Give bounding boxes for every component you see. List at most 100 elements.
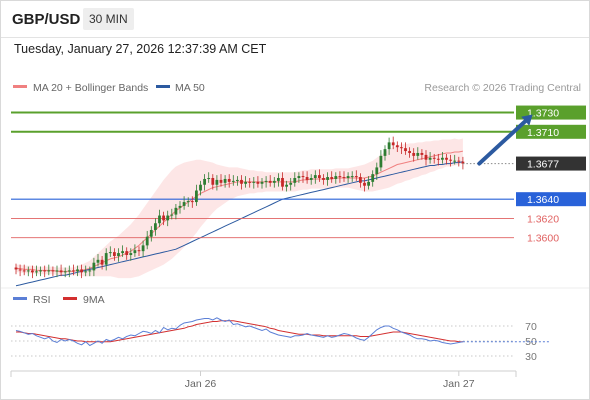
candle-body xyxy=(391,142,395,146)
candle-body xyxy=(182,202,186,206)
candle-body xyxy=(461,161,465,164)
candle-body xyxy=(309,178,313,180)
candle-body xyxy=(330,177,334,179)
candle-body xyxy=(84,271,88,273)
candle-body xyxy=(404,148,407,152)
candle-body xyxy=(104,253,108,265)
candle-body xyxy=(211,178,215,185)
candle-body xyxy=(190,201,194,203)
candle-body xyxy=(408,151,411,153)
candle-body xyxy=(400,147,403,149)
candle-body xyxy=(354,176,358,178)
candle-body xyxy=(26,270,30,272)
candle-body xyxy=(416,152,420,156)
candle-body xyxy=(322,178,325,180)
candle-body xyxy=(383,149,387,156)
candle-body xyxy=(141,245,145,252)
ma50-legend-swatch xyxy=(156,85,170,88)
candle-body xyxy=(31,270,34,273)
ma50-line xyxy=(15,161,464,287)
target-arrow-head xyxy=(521,114,533,126)
candle-body xyxy=(281,178,284,187)
candle-body xyxy=(293,178,297,183)
candle-body xyxy=(121,251,124,254)
rsi-legend-label: RSI xyxy=(33,294,51,306)
candle-body xyxy=(166,215,170,221)
ma20-legend-label: MA 20 + Bollinger Bands xyxy=(33,82,148,94)
level-label-1.3730: 1.3730 xyxy=(527,108,559,120)
candle-body xyxy=(268,180,272,183)
candle-body xyxy=(178,205,182,208)
candle-body xyxy=(113,252,116,256)
candle-body xyxy=(199,184,202,191)
candle-body xyxy=(67,270,71,272)
candle-body xyxy=(80,269,83,273)
candle-body xyxy=(445,157,448,160)
candle-body xyxy=(395,145,399,148)
candle-body xyxy=(227,178,231,182)
candle-body xyxy=(219,179,223,183)
candle-body xyxy=(96,259,100,263)
candle-body xyxy=(318,175,321,179)
candle-body xyxy=(14,267,18,270)
rsi-line xyxy=(15,317,463,347)
symbol-title: GBP/USD xyxy=(12,11,81,28)
candle-body xyxy=(100,259,104,265)
candle-body xyxy=(256,181,260,184)
ma50-legend-label: MA 50 xyxy=(175,82,205,94)
level-badge-1.3710 xyxy=(516,124,586,139)
candle-body xyxy=(47,270,51,272)
timestamp: Tuesday, January 27, 2026 12:37:39 AM CE… xyxy=(14,42,267,56)
candle-body xyxy=(18,269,22,271)
candle-body xyxy=(154,223,157,230)
candle-body xyxy=(162,215,165,221)
candle-body xyxy=(272,180,276,183)
candle-body xyxy=(88,270,92,272)
candle-body xyxy=(432,157,436,159)
candle-body xyxy=(297,176,301,179)
candle-body xyxy=(264,180,268,182)
candle-body xyxy=(63,271,67,273)
candle-body xyxy=(125,251,129,256)
candle-body xyxy=(59,270,63,273)
level-label-1.3710: 1.3710 xyxy=(527,127,559,139)
x-tick-label: Jan 27 xyxy=(443,378,475,390)
candle-body xyxy=(35,271,38,273)
candle-body xyxy=(350,176,354,178)
candle-body xyxy=(260,181,264,184)
candle-body xyxy=(223,178,227,183)
level-label-1.3620: 1.3620 xyxy=(527,213,559,225)
candle-body xyxy=(441,157,444,160)
level-label-1.3640: 1.3640 xyxy=(527,194,559,206)
candle-body xyxy=(387,142,391,150)
candle-body xyxy=(170,214,174,216)
target-arrow-shaft xyxy=(477,119,528,166)
rsi-ma9-line xyxy=(16,320,463,343)
candle-body xyxy=(375,167,379,175)
candle-body xyxy=(76,269,79,272)
candle-body xyxy=(346,176,350,179)
candle-body xyxy=(55,270,59,272)
candle-body xyxy=(129,253,133,256)
ma20-legend-swatch xyxy=(13,85,27,88)
x-tick-label: Jan 26 xyxy=(185,378,217,390)
candle-body xyxy=(158,215,161,224)
candle-body xyxy=(133,250,137,254)
candle-body xyxy=(334,176,338,179)
candle-body xyxy=(338,176,342,178)
rsi-tick-label: 70 xyxy=(525,321,537,333)
last-price-label: 1.3677 xyxy=(527,159,559,171)
candle-body xyxy=(195,190,198,203)
timeframe-button[interactable]: 30 MIN xyxy=(83,8,134,30)
candle-body xyxy=(436,158,440,160)
candle-body xyxy=(244,181,247,184)
candle-body xyxy=(231,180,235,182)
candle-body xyxy=(457,160,461,162)
candle-body xyxy=(43,270,47,272)
candle-body xyxy=(412,152,416,156)
candle-body xyxy=(149,229,153,237)
candle-body xyxy=(424,154,428,160)
candle-body xyxy=(145,236,149,246)
candle-body xyxy=(371,174,375,182)
